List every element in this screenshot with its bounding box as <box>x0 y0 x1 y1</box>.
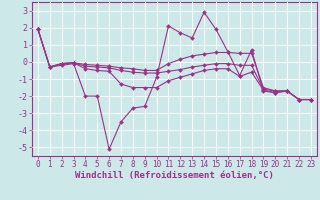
X-axis label: Windchill (Refroidissement éolien,°C): Windchill (Refroidissement éolien,°C) <box>75 171 274 180</box>
